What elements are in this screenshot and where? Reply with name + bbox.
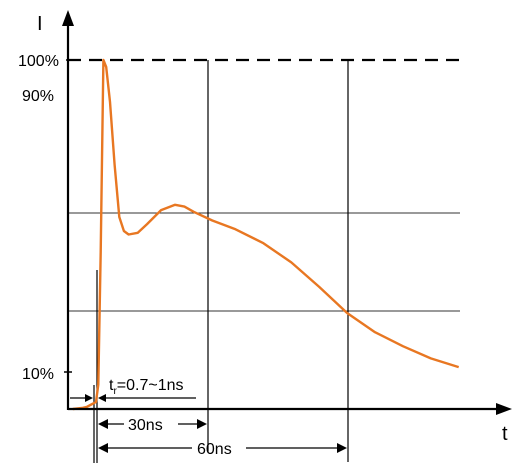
waveform-series-line xyxy=(72,58,460,411)
y-tick-label-10: 10% xyxy=(22,366,54,383)
y-tick-label-100: 100% xyxy=(18,53,59,70)
rise-time-label: tr=0.7~1ns xyxy=(109,377,184,397)
interval-60ns-arrow-left-icon xyxy=(98,443,108,453)
interval-30ns-label: 30ns xyxy=(128,417,163,434)
rise-time-prefix: t xyxy=(109,377,114,394)
interval-60ns-label: 60ns xyxy=(197,441,232,458)
rise-time-arrowhead-right-icon xyxy=(85,394,93,402)
interval-30ns-arrow-left-icon xyxy=(98,419,108,429)
x-axis-arrow-icon xyxy=(496,403,512,415)
interval-30ns-arrow-right-icon xyxy=(197,419,207,429)
y-axis-arrow-icon xyxy=(62,10,74,26)
rise-time-value: =0.7~1ns xyxy=(117,377,184,394)
y-axis-label: I xyxy=(37,13,43,35)
rise-time-subscript: r xyxy=(113,386,117,397)
x-axis-label: t xyxy=(502,423,508,445)
interval-60ns-arrow-right-icon xyxy=(337,443,347,453)
y-tick-label-90: 90% xyxy=(22,88,54,105)
rise-time-arrowhead-left-icon xyxy=(98,394,106,402)
